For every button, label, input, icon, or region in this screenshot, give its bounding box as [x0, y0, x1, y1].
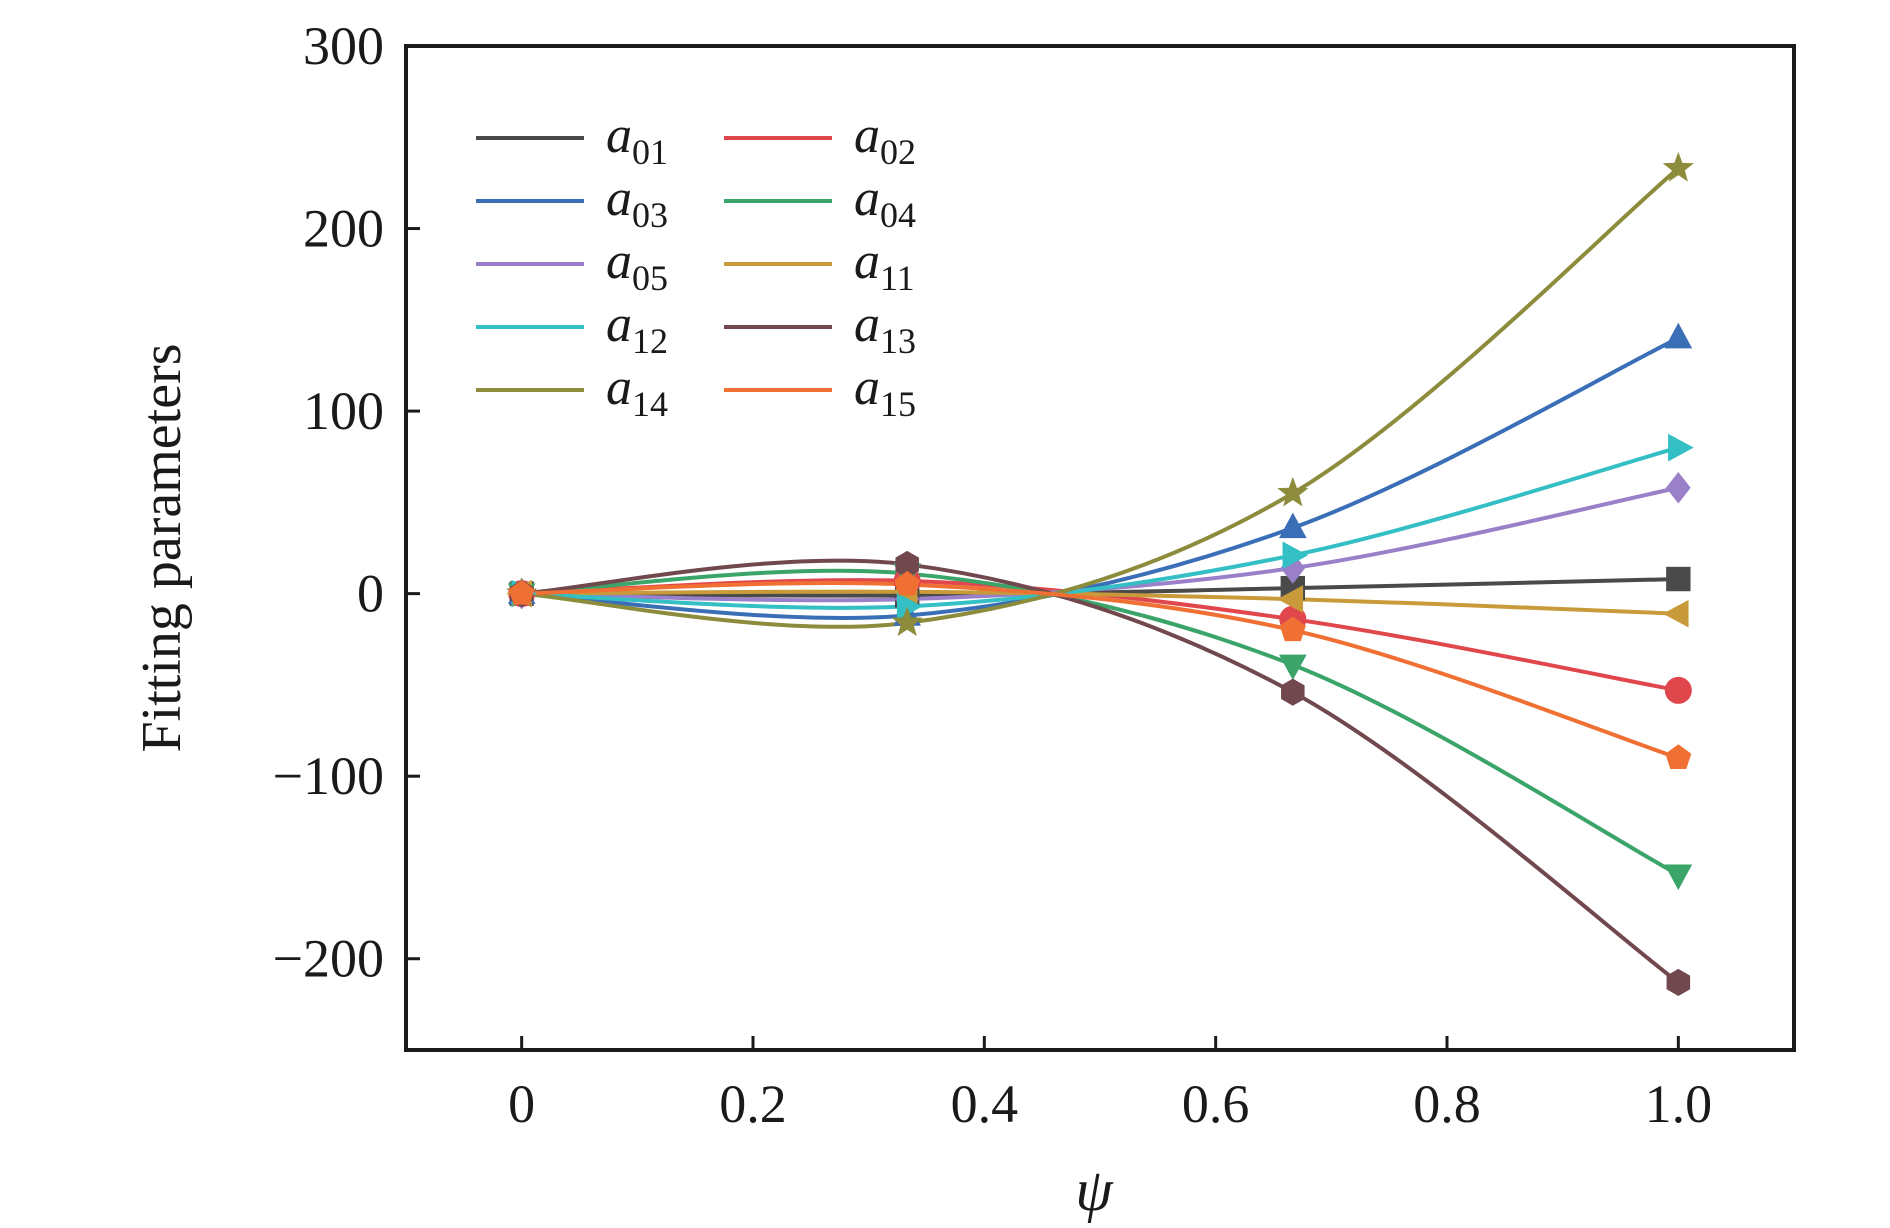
legend-item-a03: a03 — [476, 170, 668, 235]
legend-label: a12 — [606, 296, 668, 361]
legend-item-a15: a15 — [724, 359, 916, 424]
legend-label: a05 — [606, 233, 668, 298]
legend-item-a14: a14 — [476, 359, 668, 424]
axis-layer: 0 0.2 0.4 0.6 0.8 1.0 −200 −100 0 100 200 300 — [273, 16, 1713, 1134]
x-tick-label: 1.0 — [1645, 1074, 1713, 1134]
series-line-a14 — [521, 166, 1680, 629]
point-a15-2 — [1279, 616, 1306, 642]
series-line-a13 — [521, 558, 1680, 985]
point-a01-3 — [1666, 566, 1691, 592]
legend-label: a01 — [606, 107, 668, 172]
point-a12-3 — [1668, 433, 1694, 462]
y-tick-label: −100 — [273, 746, 384, 806]
plot-frame — [404, 44, 1796, 1052]
point-a14-1 — [891, 606, 923, 637]
y-tick-label: −200 — [273, 929, 384, 989]
point-a15-1 — [894, 570, 921, 596]
point-a04-3 — [1664, 864, 1693, 891]
x-axis-title: ψ — [1075, 1157, 1114, 1223]
point-a03-2 — [1278, 512, 1307, 539]
point-a11-3 — [1662, 599, 1689, 628]
legend-item-a04: a04 — [724, 170, 916, 235]
x-tick-label: 0.2 — [719, 1074, 787, 1134]
legend-label: a13 — [854, 296, 916, 361]
legend-item-a12: a12 — [476, 296, 668, 361]
legend-label: a11 — [854, 233, 915, 298]
y-tick-label: 300 — [303, 16, 384, 76]
x-tick-label: 0.6 — [1182, 1074, 1250, 1134]
point-a15-3 — [1665, 744, 1692, 769]
series-line-a12 — [521, 445, 1679, 610]
y-tick-label: 200 — [303, 199, 384, 259]
legend-item-a05: a05 — [476, 233, 668, 298]
y-tick-label: 100 — [303, 381, 384, 441]
y-tick-label: 0 — [357, 564, 384, 624]
legend-item-a02: a02 — [724, 107, 916, 172]
point-a05-3 — [1665, 471, 1691, 504]
legend-item-a01: a01 — [476, 107, 668, 172]
legend: a01 a02 a03 a04 a05 a11 a12 a13 a14 a15 — [476, 107, 916, 424]
point-a02-3 — [1664, 676, 1692, 704]
legend-item-a11: a11 — [724, 233, 915, 298]
legend-label: a02 — [854, 107, 916, 172]
point-a03-3 — [1664, 322, 1693, 349]
legend-label: a14 — [606, 359, 668, 424]
point-a15-0 — [508, 580, 535, 605]
legend-label: a03 — [606, 170, 668, 235]
legend-label: a15 — [854, 359, 916, 424]
x-tick-label: 0 — [508, 1074, 535, 1134]
legend-label: a04 — [854, 170, 916, 235]
point-a14-3 — [1662, 151, 1694, 182]
legend-item-a13: a13 — [724, 296, 916, 361]
series-line-a11 — [521, 589, 1679, 616]
series-layer — [521, 166, 1680, 985]
point-a11-2 — [1277, 585, 1304, 613]
marker-layer — [506, 151, 1694, 997]
x-tick-label: 0.8 — [1413, 1074, 1481, 1134]
y-axis-title: Fitting parameters — [131, 343, 193, 752]
series-line-a04 — [521, 568, 1680, 877]
point-a12-2 — [1282, 541, 1309, 570]
point-a04-2 — [1278, 654, 1307, 681]
point-a14-2 — [1277, 476, 1309, 507]
series-line-a15 — [521, 580, 1679, 760]
point-a13-2 — [1281, 678, 1305, 706]
x-tick-label: 0.4 — [951, 1074, 1019, 1134]
point-a13-3 — [1666, 968, 1691, 997]
series-line-a03 — [521, 336, 1680, 620]
